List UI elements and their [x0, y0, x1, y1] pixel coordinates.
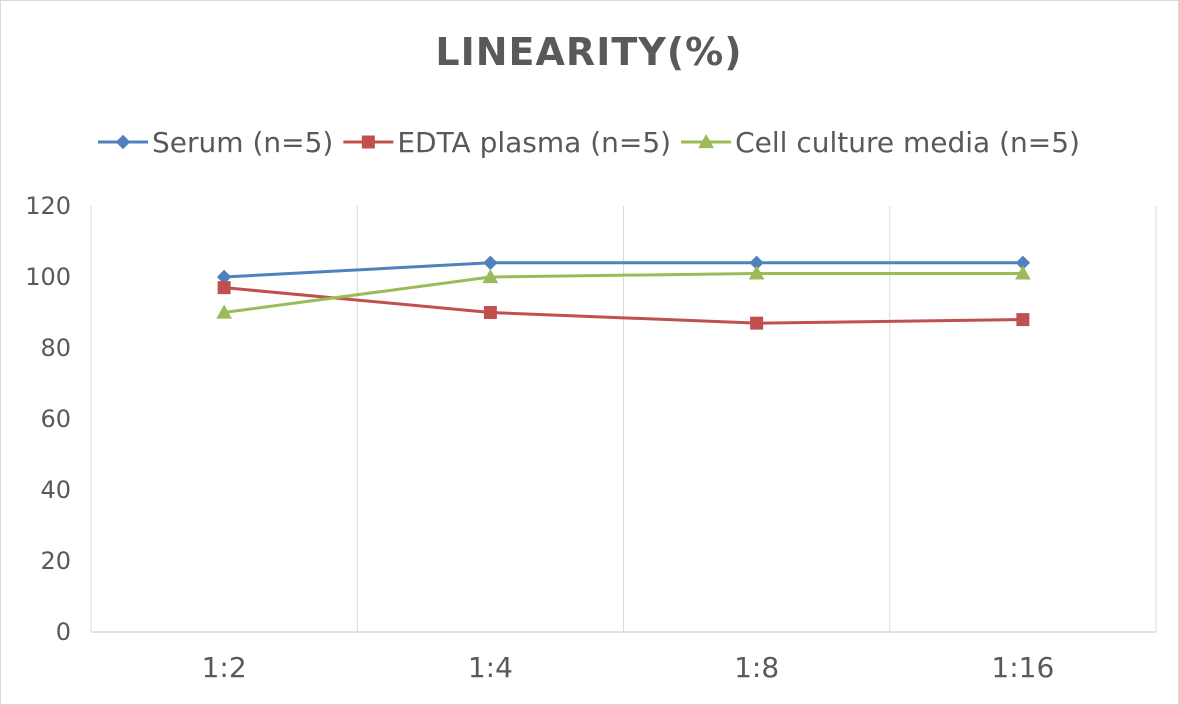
series-line: [224, 261, 1023, 279]
legend-label: EDTA plasma (n=5): [397, 126, 671, 159]
legend: Serum (n=5) EDTA plasma (n=5) Cell culture…: [98, 126, 1080, 159]
legend-item: EDTA plasma (n=5): [343, 126, 671, 159]
chart-title: LINEARITY(%): [435, 30, 742, 74]
data-point: [750, 316, 764, 330]
data-point: [483, 306, 497, 319]
x-tick-label: 1:16: [991, 651, 1054, 684]
x-tick-label: 1:4: [468, 651, 513, 684]
legend-label: Cell culture media (n=5): [735, 126, 1080, 159]
data-point: [748, 265, 765, 280]
y-tick-label: 20: [40, 547, 71, 575]
y-tick-label: 40: [40, 476, 71, 504]
data-point: [483, 255, 498, 271]
series-line: [223, 271, 1023, 314]
y-tick-label: 120: [25, 192, 71, 220]
y-tick-label: 80: [40, 334, 71, 362]
legend-swatch-marker: [698, 133, 714, 149]
legend-label: Serum (n=5): [152, 126, 333, 159]
legend-item: Serum (n=5): [98, 126, 333, 159]
series-group: [217, 281, 1030, 330]
series-layer: [216, 255, 1031, 330]
y-axis: 0 20 40 60 80 100 120: [25, 192, 71, 646]
y-tick-label: 0: [56, 618, 71, 646]
legend-item: Cell culture media (n=5): [681, 126, 1080, 159]
x-axis: 1:2 1:4 1:8 1:16: [91, 631, 1156, 684]
grid: [90, 206, 1157, 632]
y-tick-label: 60: [40, 405, 71, 433]
data-point: [1016, 313, 1030, 327]
data-point: [482, 268, 499, 284]
legend-swatch-marker: [115, 134, 131, 150]
data-point: [217, 281, 231, 295]
data-point: [216, 304, 232, 319]
series-group: [216, 255, 1031, 285]
series-group: [216, 265, 1031, 319]
x-tick-label: 1:2: [202, 651, 247, 684]
y-tick-label: 100: [25, 263, 71, 291]
x-tick-label: 1:8: [734, 651, 779, 684]
legend-swatch-marker: [361, 135, 375, 149]
data-point: [1015, 265, 1031, 280]
series-line: [223, 286, 1023, 325]
